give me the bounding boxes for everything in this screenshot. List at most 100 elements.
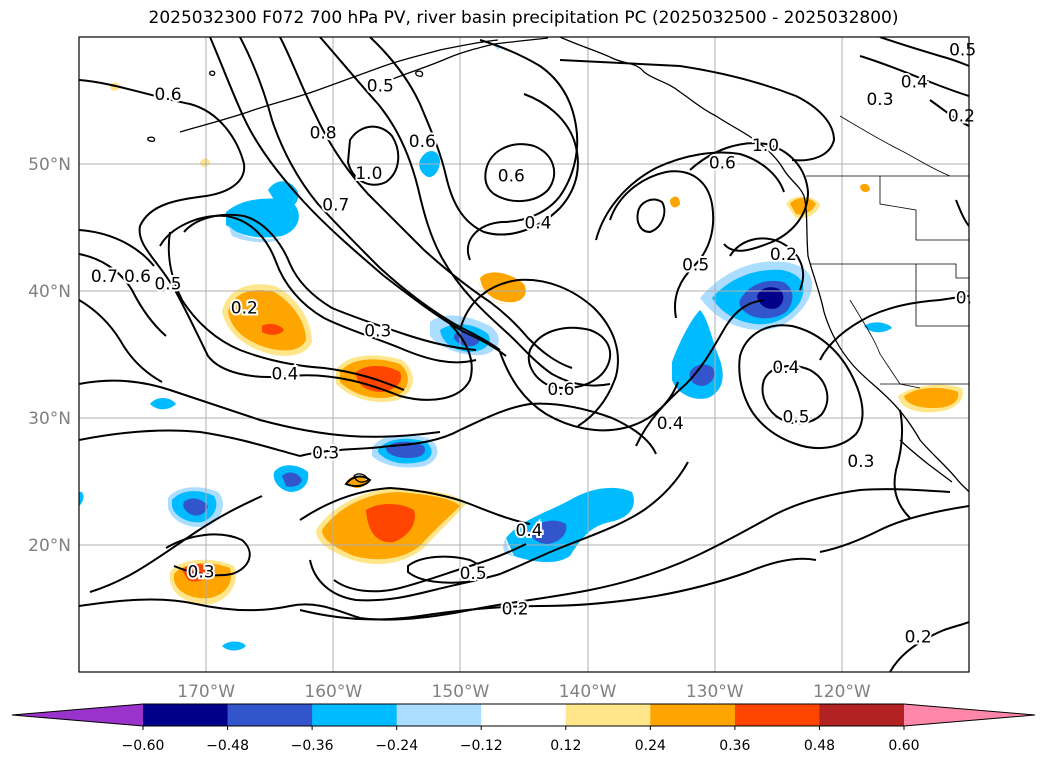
colorbar-bin	[396, 704, 482, 726]
pv-contour-jet-north	[239, 37, 501, 351]
colorbar-bin	[650, 704, 736, 726]
colorbar-bin	[734, 704, 820, 726]
lon-tick-label: 140°W	[559, 682, 617, 702]
pv-contour-jet-north-c	[279, 37, 573, 369]
pv-contour-subtrop-a	[89, 495, 263, 593]
pv-contour-0.2-south	[299, 557, 817, 621]
pv-contour-0.2-coast	[729, 237, 805, 291]
pv-contour-0.4-mid-ridge-b	[499, 351, 679, 432]
contour-label: 0.2	[948, 107, 975, 127]
colorbar-tick-label: −0.24	[375, 738, 418, 754]
colorbar-bin	[312, 704, 398, 726]
colorbar-tick-label: −0.60	[122, 738, 165, 754]
alaska-coast	[559, 37, 969, 493]
pv-contour-0.6-coast	[595, 151, 785, 241]
colorbar-tick-label: −0.48	[206, 738, 249, 754]
contour-label: 1.0	[355, 164, 382, 184]
colorbar-extend-under	[12, 704, 143, 726]
colorbar-bin	[819, 704, 905, 726]
pv-contour-0.4-gulf	[467, 39, 579, 261]
contour-label: 0.6	[498, 166, 525, 186]
lon-tick-label: 170°W	[177, 682, 235, 702]
contour-label: 0.5	[367, 76, 394, 96]
blue-anomaly-tiny-c	[150, 398, 176, 410]
pv-contour-0.4-mid-ridge	[459, 278, 619, 427]
pv-contour-0.6-bc-loop	[636, 198, 666, 234]
blue-anomaly-small-b-core	[282, 472, 302, 487]
pv-contour-0.4-offshore	[635, 299, 765, 447]
pv-contour-0.5-arc	[167, 231, 405, 391]
contour-label: 0.2	[905, 627, 932, 647]
contour-label: 0.5	[460, 564, 487, 584]
pv-contour-ne-a	[859, 55, 969, 97]
contour-label: 0.8	[310, 123, 337, 143]
contour-label: 1.0	[752, 136, 779, 156]
pv-contour-0.3-arc	[299, 402, 657, 457]
contour-label: 0.6	[709, 154, 736, 174]
colorbar-bin	[227, 704, 313, 726]
colorbar-extend-over	[904, 704, 1035, 726]
pv-contour-0.6-north	[79, 79, 473, 401]
orange-anomaly-socal-mid	[904, 387, 959, 408]
pv-contour-1.0-loop	[346, 125, 400, 186]
pv-contour-subtrop-c	[165, 533, 251, 577]
pv-contour-0.5-south-loop	[407, 555, 484, 584]
pv-contour-0.2-se	[889, 621, 969, 672]
contour-label: 0.7	[91, 267, 118, 287]
pv-contour-w-a	[79, 253, 167, 337]
pv-contour-ne-b	[879, 37, 969, 67]
contour-label: 0.4	[772, 358, 799, 378]
pv-contour-jet-north-d	[319, 37, 611, 387]
pv-contour-subtrop-e	[309, 461, 689, 602]
contour-label: 0.4	[516, 521, 543, 541]
political-borders	[806, 115, 969, 389]
orange-anomaly-west-core	[262, 323, 284, 335]
contour-label: 0.3	[866, 90, 893, 110]
island-c	[353, 473, 369, 483]
blue-anomaly-southeast	[506, 487, 634, 563]
pv-contour-0.6-loop	[484, 143, 556, 202]
orange-anomaly-oregon-mid	[790, 198, 816, 215]
lon-tick-label: 150°W	[432, 682, 490, 702]
contour-label: 0.5	[154, 274, 181, 294]
pv-contour-jet-north-b	[209, 37, 507, 357]
contour-label: 0.6	[124, 267, 151, 287]
colorbar-bin	[565, 704, 651, 726]
pv-contour-mid-long	[79, 379, 441, 438]
lat-tick-label: 30°N	[28, 409, 71, 429]
colorbar-bin	[143, 704, 229, 726]
pv-contour-0.6-gulf	[369, 37, 579, 236]
blue-anomaly-nw-coast-peak	[757, 287, 784, 309]
blue-anomaly-north-central-core	[228, 225, 282, 243]
orange-anomaly-tiny-c	[200, 158, 210, 167]
contour-label: 0.4	[657, 414, 684, 434]
orange-anomaly-west-mid	[228, 290, 306, 351]
pv-contour-subtrop-d	[299, 486, 531, 525]
contour-label: 0.3	[364, 321, 391, 341]
contour-label: 0.3	[312, 443, 339, 463]
colorbar-bin	[481, 704, 567, 726]
blue-anomaly-north-central	[226, 198, 299, 238]
axis-labels: 170°W 160°W 150°W 140°W 130°W 120°W 50°N 40°N 30…	[28, 155, 871, 702]
orange-anomaly-tiny-a	[670, 196, 680, 208]
colorbar: −0.60 −0.48 −0.36 −0.24 −0.12 0.12 0.24 0.36 0.4…	[11, 703, 1036, 754]
colorbar-tick-label: −0.36	[291, 738, 334, 754]
pv-contour-ne-c	[929, 99, 969, 127]
blue-anomaly-offshore-core	[689, 364, 715, 386]
pv-isolines	[79, 37, 969, 672]
contour-label: 0.5	[682, 255, 709, 275]
pv-contour-0.4-east	[738, 324, 864, 450]
contour-label: 0.2	[770, 245, 797, 265]
lat-tick-label: 40°N	[28, 282, 71, 302]
orange-anomaly-south-core	[366, 504, 415, 543]
contour-label: 0.2	[231, 299, 258, 319]
blue-anomaly-southeast-core	[530, 520, 567, 544]
blue-anomaly-tiny-d	[222, 641, 246, 651]
pv-contour-east-c	[819, 295, 969, 361]
island-b	[209, 70, 216, 76]
contour-label: 0.5	[783, 408, 810, 428]
colorbar-tick-label: 0.12	[550, 738, 581, 754]
colorbar-tick-label: 0.48	[804, 738, 835, 754]
colorbar-tick-label: 0.36	[719, 738, 750, 754]
colorbar-tick-label: 0.24	[635, 738, 666, 754]
